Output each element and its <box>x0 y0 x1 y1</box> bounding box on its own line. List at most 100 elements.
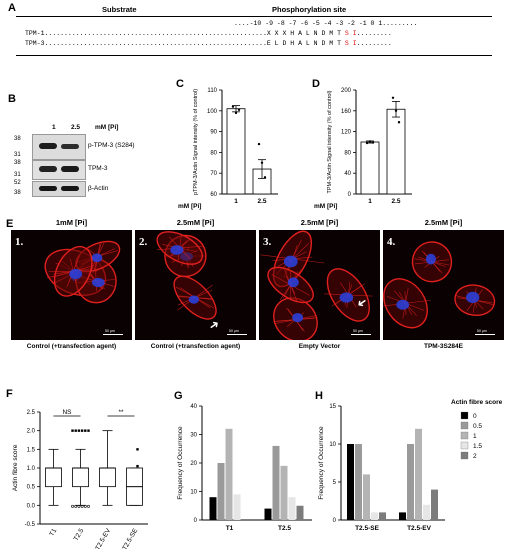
micrograph-1-caption: Control (+transfection agent) <box>26 343 117 350</box>
scale-bar <box>351 334 371 335</box>
tpm1-row: TPM-1...................................… <box>25 30 392 37</box>
chart-f-y-tick-label: 2.5 <box>27 410 36 416</box>
chart-f-x-tick-label: T2.5-SE <box>121 527 139 550</box>
chart-c-y-tick-label: 110 <box>207 88 217 94</box>
chart-f-box <box>45 467 62 488</box>
legend-title: Actin fibre score <box>451 399 503 406</box>
chart-h-bar <box>363 474 370 520</box>
cell-membrane <box>273 297 318 340</box>
chart-g-x-tick-label: T2.5 <box>278 525 291 532</box>
chart-c-data-point <box>237 108 241 111</box>
chart-f-outlier <box>74 504 78 508</box>
micrograph-4-caption: TPM-3S284E <box>423 343 464 350</box>
chart-c: 60 70 80 90 100 110 1 2.5 pTPM-3/Actin Signal in… <box>193 88 278 205</box>
nucleus <box>466 291 480 304</box>
scale-bar-label: 50 μm <box>353 329 363 333</box>
panel-label-d: D <box>312 78 320 90</box>
chart-h-bar <box>431 489 438 520</box>
chart-g-x-tick-label: T1 <box>226 525 234 532</box>
micrograph-3-title: 2.5mM [Pi] <box>300 218 339 227</box>
chart-h-y-tick-label: 5 <box>333 480 337 486</box>
mw-marker: 52 <box>14 180 21 186</box>
chart-d-data-point <box>391 96 395 99</box>
micrograph-2-title: 2.5mM [Pi] <box>176 218 215 227</box>
chart-h-bar <box>371 512 378 520</box>
chart-g-bar <box>296 505 304 520</box>
chart-g-bar <box>225 428 233 520</box>
chart-d-xlabel: mM [Pi] <box>314 203 338 210</box>
chart-c-ylabel: pTPM-3/Actin Signal intensity (% of cont… <box>193 89 199 195</box>
panel-label-e: E <box>6 218 14 230</box>
cell-membrane <box>411 241 453 283</box>
panel-a-footer-line <box>16 55 492 56</box>
legend-swatch <box>460 441 469 450</box>
nucleus <box>188 295 200 304</box>
panel-label-a: A <box>8 2 16 14</box>
mw-marker: 38 <box>14 160 21 166</box>
chart-g-y-tick-label: 0 <box>194 518 198 524</box>
scale-bar <box>227 334 247 335</box>
band-label-p-tpm3: p-TPM-3 (S284) <box>88 142 135 149</box>
band-label-actin: β-Actin <box>88 185 109 192</box>
chart-c-data-point <box>231 105 235 108</box>
scale-bar <box>103 334 123 335</box>
chart-f-outlier <box>84 429 87 432</box>
chart-d-data-point <box>371 141 375 144</box>
chart-f-outlier <box>83 504 87 508</box>
chart-f-box <box>72 467 89 488</box>
chart-f-y-tick-label: 1.0 <box>27 466 36 472</box>
chart-c-data-point <box>263 176 267 179</box>
chart-g-bar <box>264 508 272 520</box>
tpm3-row: TPM-3...................................… <box>25 40 392 47</box>
panel-a-header-line <box>16 16 492 17</box>
chart-h-x-tick-label: T2.5-EV <box>407 525 432 532</box>
chart-h-y-tick-label: 0 <box>333 518 337 524</box>
chart-d-y-tick-label: 200 <box>341 88 352 94</box>
scale-bar-label: 50 μm <box>105 329 115 333</box>
condition-label: mM [Pi] <box>95 124 119 131</box>
chart-f-box <box>99 467 116 488</box>
nucleus <box>170 245 184 255</box>
chart-d-bar <box>360 141 380 195</box>
chart-d-y-tick-label: 120 <box>341 130 352 136</box>
chart-h-bar <box>407 444 414 520</box>
lane-2-label: 2.5 <box>71 124 81 131</box>
cell-membrane <box>173 275 217 320</box>
chart-c-y-tick-label: 80 <box>210 150 217 156</box>
micrograph-4: 4. 50 μm <box>383 230 504 340</box>
chart-f-outlier <box>136 464 139 468</box>
chart-f-x-tick-label: T1 <box>48 527 58 537</box>
nucleus <box>91 277 105 288</box>
panel-label-h: H <box>315 390 323 402</box>
chart-f-outlier <box>80 504 84 508</box>
chart-g-bar <box>272 445 280 520</box>
chart-g-bar <box>217 463 225 520</box>
band-label-tpm3: TPM-3 <box>88 165 108 172</box>
chart-g: 0 10 20 30 40 Frequency of Occurrence T1 T2.5 <box>177 404 312 532</box>
chart-h-x-tick-label: T2.5-SE <box>355 525 380 532</box>
chart-f-significance-label: ** <box>118 409 124 416</box>
chart-f-significance-label: NS <box>62 409 72 416</box>
scale-bar <box>475 334 495 335</box>
chart-f-outlier <box>80 429 84 432</box>
scale-bar-label: 50 μm <box>477 329 487 333</box>
band <box>61 144 79 149</box>
band <box>61 186 79 191</box>
chart-h-bar <box>399 512 406 520</box>
legend-swatch <box>460 451 469 460</box>
chart-f-outlier <box>136 448 139 451</box>
chart-h-bar <box>355 444 362 520</box>
chart-f-outlier <box>74 429 77 432</box>
nucleus <box>287 277 299 288</box>
chart-g-y-tick-label: 20 <box>190 461 197 467</box>
mw-marker: 38 <box>14 136 21 142</box>
chart-f-outlier <box>71 429 74 432</box>
chart-f-outlier <box>77 429 81 432</box>
chart-d-y-tick-label: 0 <box>348 192 352 198</box>
cell-membrane <box>454 284 496 317</box>
chart-d-y-tick-label: 40 <box>344 171 351 177</box>
chart-f-y-tick-label: 2.0 <box>27 429 36 435</box>
chart-h-bar <box>347 444 354 520</box>
panel-label-b: B <box>8 93 16 105</box>
micrograph-1-title: 1mM [Pi] <box>55 218 88 227</box>
